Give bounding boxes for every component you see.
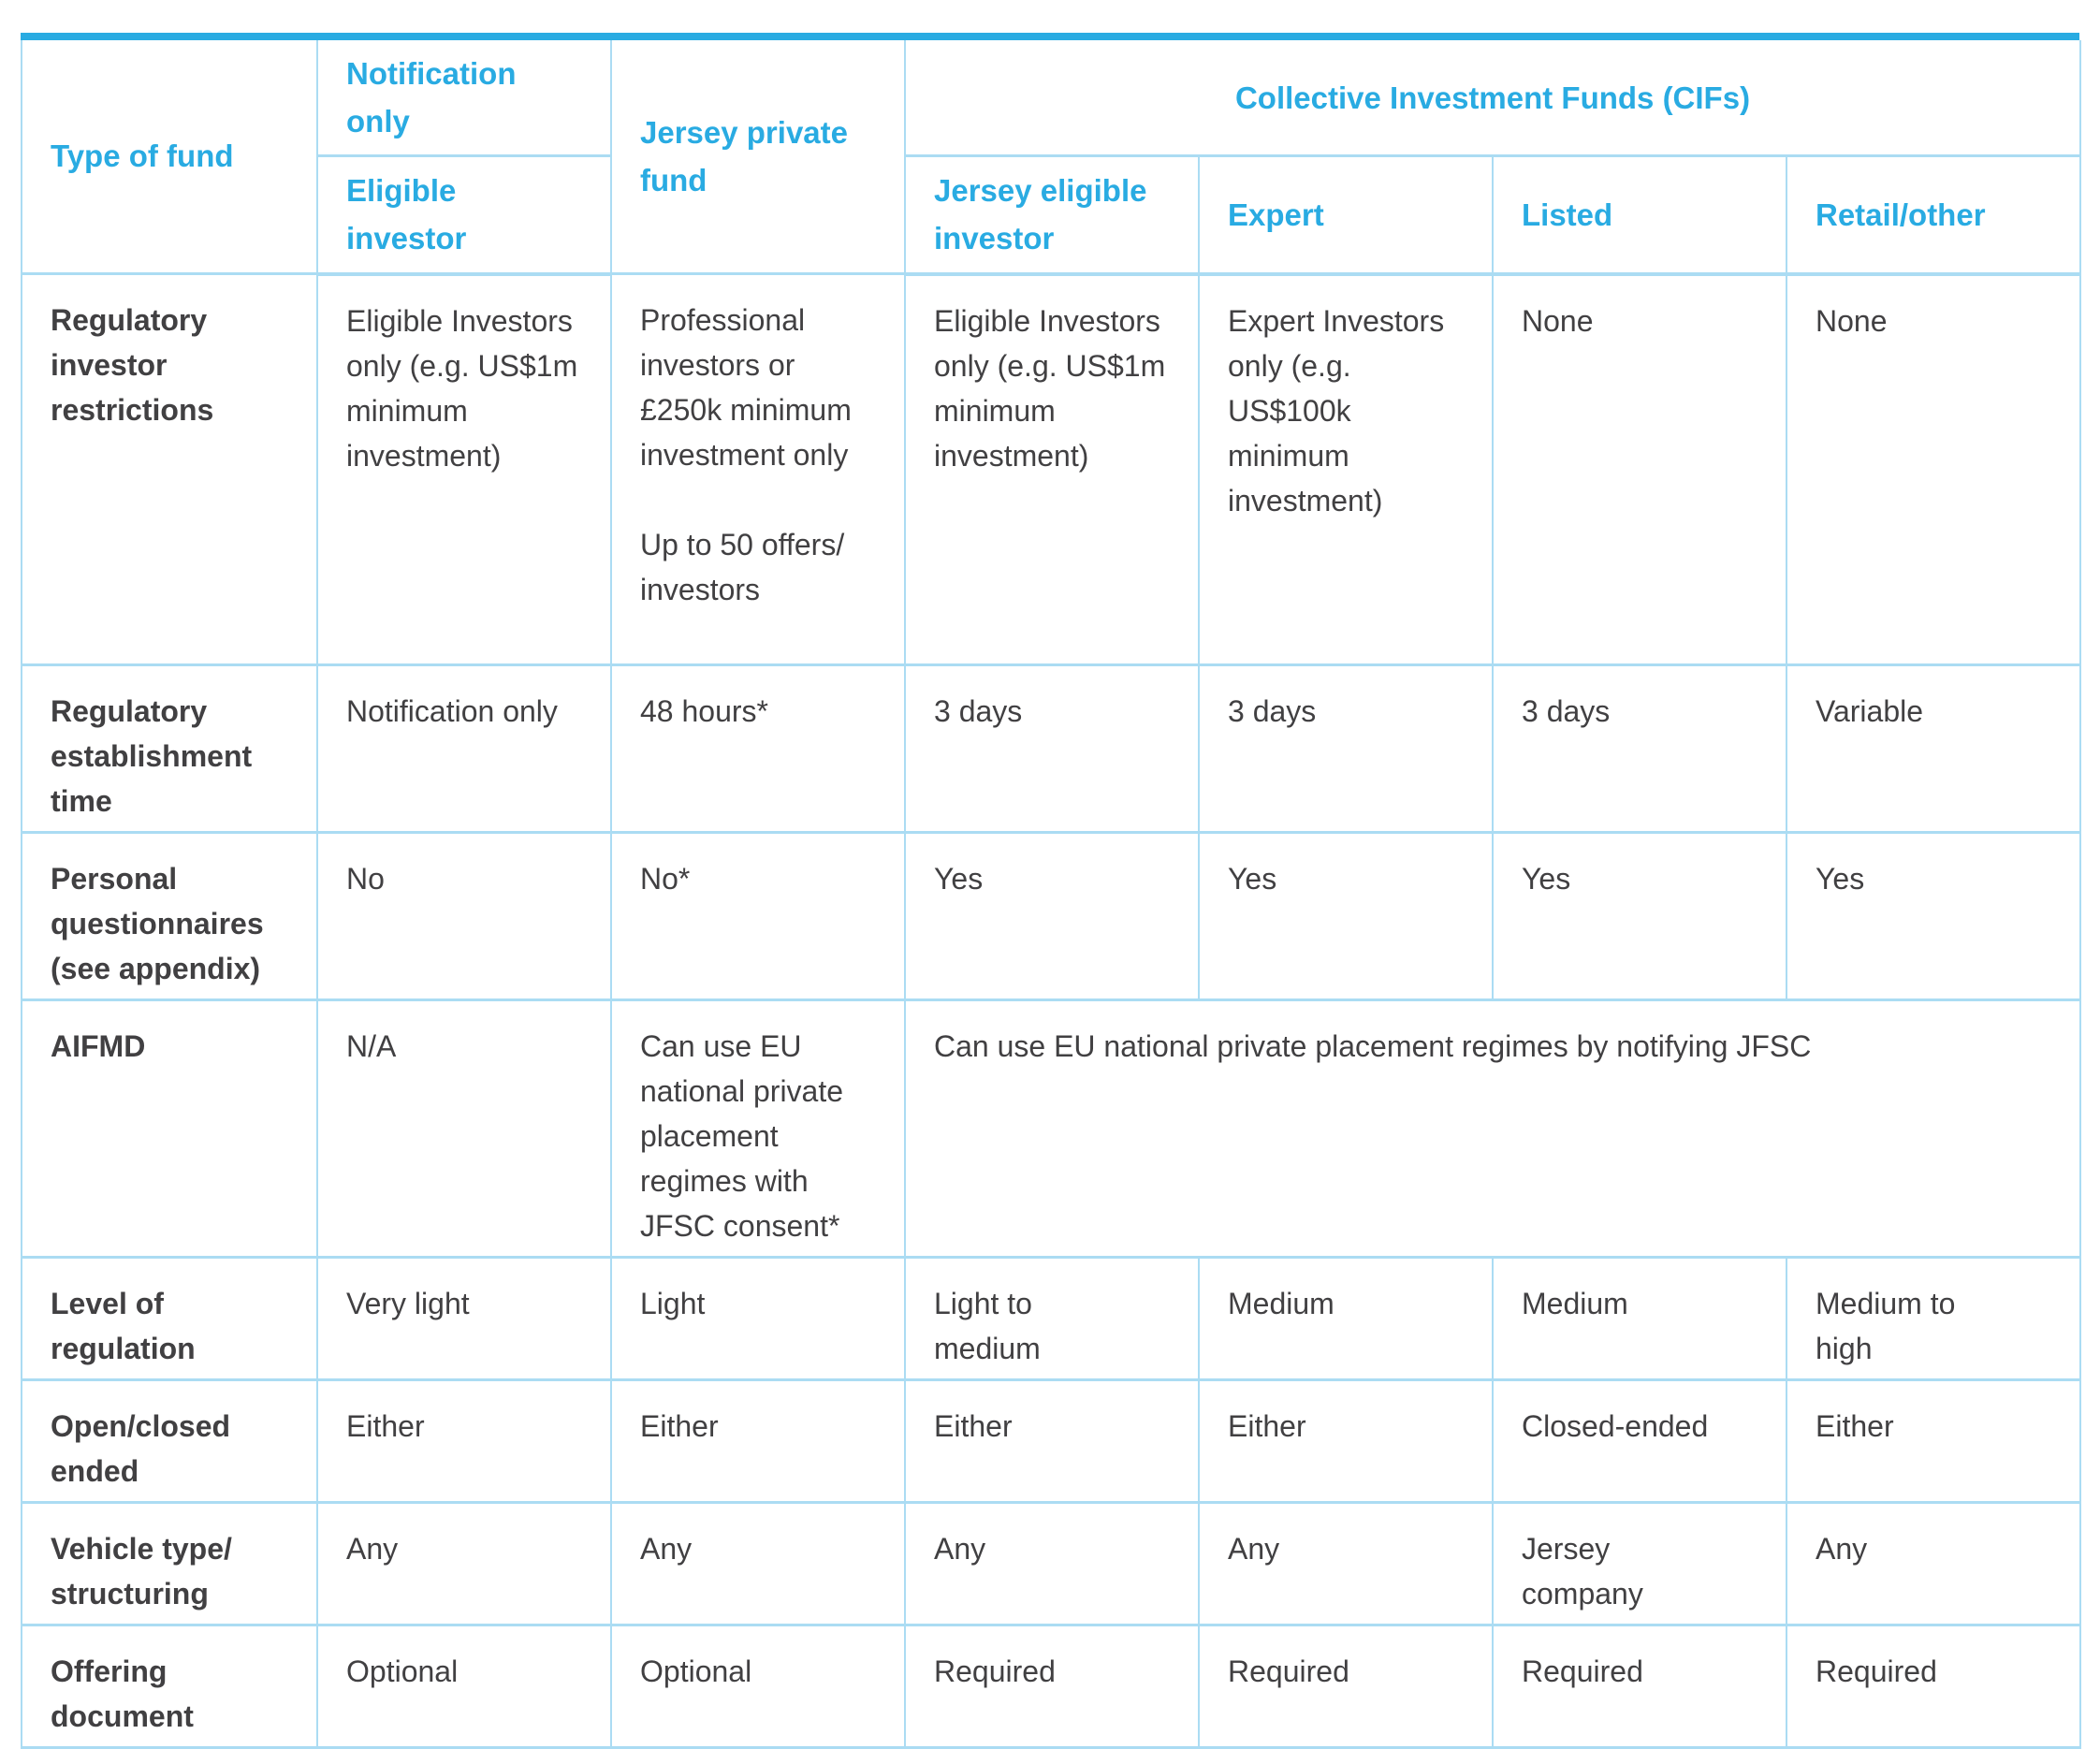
row-level-of-regulation: Level of regulation Very light Light Lig… xyxy=(21,1256,2082,1382)
table-cell: Jersey company xyxy=(1492,1501,1787,1627)
row-label: Vehicle type/ structuring xyxy=(21,1501,318,1627)
row-label: AIFMD xyxy=(21,998,318,1260)
table-cell: Medium xyxy=(1492,1256,1787,1382)
table-cell: Yes xyxy=(904,831,1200,1002)
table-cell: Either xyxy=(316,1378,612,1505)
table-cell: Closed-ended xyxy=(1492,1378,1787,1505)
table-cell: Any xyxy=(316,1501,612,1627)
row-label: Regulatory investor restrictions xyxy=(21,272,318,667)
row-regulatory-investor-restrictions: Regulatory investor restrictions Eligibl… xyxy=(21,272,2082,667)
row-personal-questionnaires: Personal questionnaires (see appendix) N… xyxy=(21,831,2082,1002)
table-cell: Any xyxy=(904,1501,1200,1627)
col-header-jersey-eligible-investor: Jersey eligible investor xyxy=(904,154,1200,276)
table-cell: Required xyxy=(1198,1624,1494,1749)
row-label: Offering document xyxy=(21,1624,318,1749)
table-cell: Any xyxy=(1198,1501,1494,1627)
table-cell: Required xyxy=(904,1624,1200,1749)
header-row-sub: Eligible investor Jersey eligible invest… xyxy=(22,154,2082,276)
accent-top-bar xyxy=(21,33,2079,40)
table-cell: Any xyxy=(610,1501,906,1627)
row-aifmd: AIFMD N/A Can use EU national private pl… xyxy=(21,998,2082,1260)
table-cell: None xyxy=(1785,272,2082,667)
table-cell: Either xyxy=(610,1378,906,1505)
table-cell: Very light xyxy=(316,1256,612,1382)
row-offering-document: Offering document Optional Optional Requ… xyxy=(21,1624,2082,1749)
table-cell: None xyxy=(1492,272,1787,667)
table-cell: No* xyxy=(610,831,906,1002)
col-group-header-cifs: Collective Investment Funds (CIFs) xyxy=(903,40,2082,158)
header-row-top: Type of fund Notification only Jersey pr… xyxy=(21,40,2082,276)
table-cell: Light to medium xyxy=(904,1256,1200,1382)
table-cell: Professional investors or £250k minimum … xyxy=(610,272,906,667)
row-label: Regulatory establishment time xyxy=(21,663,318,835)
table-cell: 3 days xyxy=(1492,663,1787,835)
row-label: Open/closed ended xyxy=(21,1378,318,1505)
table-cell: 3 days xyxy=(1198,663,1494,835)
table-cell: Yes xyxy=(1785,831,2082,1002)
table-cell: Yes xyxy=(1492,831,1787,1002)
table-cell: Eligible Investors only (e.g. US$1m mini… xyxy=(316,272,612,667)
table-cell: Required xyxy=(1492,1624,1787,1749)
table-body: Regulatory investor restrictions Eligibl… xyxy=(21,272,2082,1749)
table-cell: Medium to high xyxy=(1785,1256,2082,1382)
table-cell: Medium xyxy=(1198,1256,1494,1382)
table-cell: Light xyxy=(610,1256,906,1382)
col-header-jersey-private-fund: Jersey private fund xyxy=(610,40,906,276)
table-cell-cifs-merged: Can use EU national private placement re… xyxy=(903,998,2082,1260)
col-header-notification-only: Notification only xyxy=(316,40,612,158)
col-header-expert: Expert xyxy=(1198,154,1494,276)
table-cell: Notification only xyxy=(316,663,612,835)
row-open-closed-ended: Open/closed ended Either Either Either E… xyxy=(21,1378,2082,1505)
fund-comparison-table: Type of fund Notification only Jersey pr… xyxy=(21,40,2082,1749)
col-header-listed: Listed xyxy=(1492,154,1787,276)
table-cell: Any xyxy=(1785,1501,2082,1627)
table-cell: Variable xyxy=(1785,663,2082,835)
table-cell: 48 hours* xyxy=(610,663,906,835)
table-cell: Expert Investors only (e.g. US$100k mini… xyxy=(1198,272,1494,667)
table-cell: Required xyxy=(1785,1624,2082,1749)
row-regulatory-establishment-time: Regulatory establishment time Notificati… xyxy=(21,663,2082,835)
table-cell: N/A xyxy=(316,998,612,1260)
row-label: Personal questionnaires (see appendix) xyxy=(21,831,318,1002)
table-cell: Can use EU national private placement re… xyxy=(610,998,906,1260)
table-cell: Optional xyxy=(316,1624,612,1749)
table-cell: Either xyxy=(1785,1378,2082,1505)
table-cell: Either xyxy=(904,1378,1200,1505)
table-cell: Either xyxy=(1198,1378,1494,1505)
col-header-retail-other: Retail/other xyxy=(1785,154,2082,276)
row-vehicle-type-structuring: Vehicle type/ structuring Any Any Any An… xyxy=(21,1501,2082,1627)
table-cell: No xyxy=(316,831,612,1002)
table-header: Type of fund Notification only Jersey pr… xyxy=(21,40,2082,276)
row-label: Level of regulation xyxy=(21,1256,318,1382)
table-cell: Yes xyxy=(1198,831,1494,1002)
table-cell: Eligible Investors only (e.g. US$1m mini… xyxy=(904,272,1200,667)
table-cell: 3 days xyxy=(904,663,1200,835)
table-cell: Optional xyxy=(610,1624,906,1749)
col-header-eligible-investor: Eligible investor xyxy=(316,154,612,276)
col-header-type-of-fund: Type of fund xyxy=(21,40,318,276)
